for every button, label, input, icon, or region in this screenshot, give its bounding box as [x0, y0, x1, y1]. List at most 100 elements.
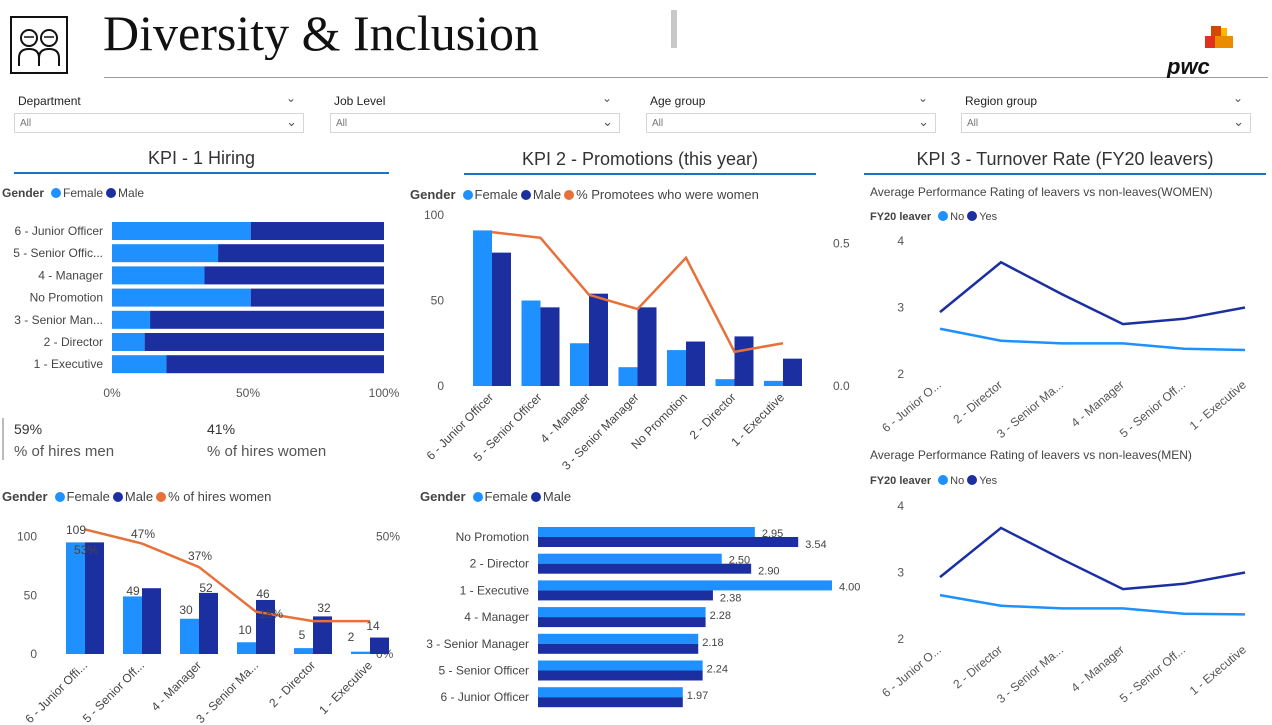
chevron-down-icon[interactable]: ⌄ — [601, 91, 612, 105]
legend-yes: Yes — [979, 211, 998, 223]
male-dot-icon — [520, 190, 531, 200]
line-no — [939, 327, 1246, 352]
y-tick-label: 4 - Manager — [464, 610, 529, 624]
card-accent — [2, 418, 4, 460]
y-tick-label: 5 - Senior Offic... — [13, 246, 103, 260]
data-label: 46 — [256, 587, 270, 601]
bar-male-6-junior-officer — [538, 697, 683, 708]
data-label: 10 — [238, 623, 252, 637]
bar-male-no-promotion — [686, 341, 705, 386]
bar-male-3-senior-manager — [538, 643, 699, 654]
bar-male-4-manager — [538, 617, 706, 628]
filter-value: All — [652, 118, 664, 129]
line-promotees-women — [491, 230, 784, 354]
y-tick-label: 50 — [24, 588, 38, 602]
bar-male-2-director — [144, 333, 384, 351]
legend-female: Female — [474, 187, 518, 202]
bar-male-4-manager — [589, 293, 608, 386]
y-tick-label: 4 — [897, 234, 904, 248]
x-tick-label: 3 - Senior Ma... — [994, 378, 1066, 441]
data-label: 4.00 — [839, 581, 860, 593]
y-tick-label: 1 - Executive — [460, 583, 530, 597]
bar-female-2-director — [112, 333, 145, 351]
data-label: 2.95 — [762, 528, 783, 540]
bar-female-2-director — [715, 379, 735, 386]
y-tick-label: 100 — [424, 208, 444, 222]
legend-female: Female — [484, 489, 528, 504]
yes-dot-icon — [967, 475, 978, 485]
bar-female-5-senior-offic — [112, 244, 219, 263]
y-tick-label: 100 — [17, 530, 37, 544]
bar-female-2-director — [538, 553, 722, 564]
data-label: 2.18 — [702, 637, 723, 649]
filter-label: Job Level — [334, 94, 386, 108]
chevron-down-icon[interactable]: ⌄ — [285, 91, 296, 105]
department-dropdown[interactable]: All ⌄ — [14, 113, 304, 133]
bar-male-1-executive — [166, 355, 384, 374]
kpi1-title: KPI - 1 Hiring — [147, 148, 256, 168]
data-label: 2.90 — [758, 566, 779, 578]
data-label: 109 — [66, 523, 86, 537]
data-label: 2.38 — [720, 592, 741, 604]
men-hires-label: % of hires men — [14, 443, 115, 460]
y-tick-label: 0 — [437, 379, 444, 393]
kpi2-title-rule — [464, 173, 816, 175]
female-dot-icon — [51, 188, 62, 198]
bar-female-1-executive — [351, 651, 370, 654]
bar-female-3-senior-man — [112, 310, 151, 329]
chevron-down-icon[interactable]: ⌄ — [1232, 91, 1243, 105]
y-tick-label: 3 - Senior Man... — [14, 313, 103, 327]
bar-male-6-junior-offi — [85, 542, 104, 654]
bar-male-1-executive — [538, 590, 713, 601]
data-label: 3.54 — [805, 539, 826, 551]
filter-value: All — [20, 118, 32, 129]
x-tick-label: 1 - Executive — [316, 658, 375, 717]
legend-male: Male — [532, 187, 562, 202]
legend-no: No — [950, 211, 965, 223]
x-tick-label: 4 - Manager — [1068, 643, 1127, 695]
legend-kpi2-top: Gender Female Male % Promotees who were wom… — [410, 187, 759, 202]
bar-male-5-senior-offic — [218, 244, 384, 263]
people-icon — [10, 16, 68, 74]
title-divider — [104, 77, 1268, 78]
chevron-down-icon: ⌄ — [286, 114, 297, 129]
chevron-down-icon: ⌄ — [602, 114, 613, 129]
bar-male-3-senior-man — [150, 310, 384, 329]
age-group-dropdown[interactable]: All ⌄ — [646, 113, 936, 133]
filter-label: Department — [18, 94, 81, 108]
x-tick-label: 3 - Senior Ma... — [994, 643, 1066, 706]
y-tick-label: 1 - Executive — [34, 357, 104, 371]
bar-female-2-director — [294, 648, 313, 654]
legend-title: Gender — [420, 489, 466, 504]
bar-female-1-executive — [538, 580, 832, 591]
chart-title-women: Average Performance Rating of leavers vs… — [870, 185, 1213, 199]
bar-male-1-executive — [783, 358, 802, 386]
region-group-dropdown[interactable]: All ⌄ — [961, 113, 1251, 133]
page-title: Diversity & Inclusion — [103, 8, 540, 60]
legend-yes: Yes — [979, 475, 998, 487]
x-tick-label: 6 - Junior O... — [879, 643, 944, 700]
legend-title: FY20 leaver — [870, 211, 932, 223]
bar-male-5-senior-officer — [540, 307, 560, 386]
kpi1-title-rule — [14, 172, 389, 174]
legend-title: Gender — [2, 489, 48, 504]
x-tick-label: 4 - Manager — [1068, 378, 1127, 430]
chevron-down-icon[interactable]: ⌄ — [917, 91, 928, 105]
x-tick-label: 6 - Junior O... — [879, 378, 944, 435]
bar-female-no-promotion — [538, 527, 755, 537]
orange-dot-icon — [156, 492, 167, 502]
yes-dot-icon — [967, 211, 978, 221]
data-label: 49 — [126, 584, 140, 598]
bar-female-5-senior-officer — [538, 660, 703, 671]
y-tick-label: 3 — [897, 301, 904, 315]
legend-kpi1-bottom: Gender Female Male % of hires women — [2, 489, 271, 504]
job-level-dropdown[interactable]: All ⌄ — [330, 113, 620, 133]
legend-female: Female — [66, 489, 110, 504]
legend-no: No — [950, 475, 965, 487]
male-dot-icon — [106, 188, 117, 198]
x-tick-label: 50% — [236, 386, 260, 400]
bar-female-1-executive — [112, 355, 167, 374]
bar-female-4-manager — [180, 618, 199, 654]
